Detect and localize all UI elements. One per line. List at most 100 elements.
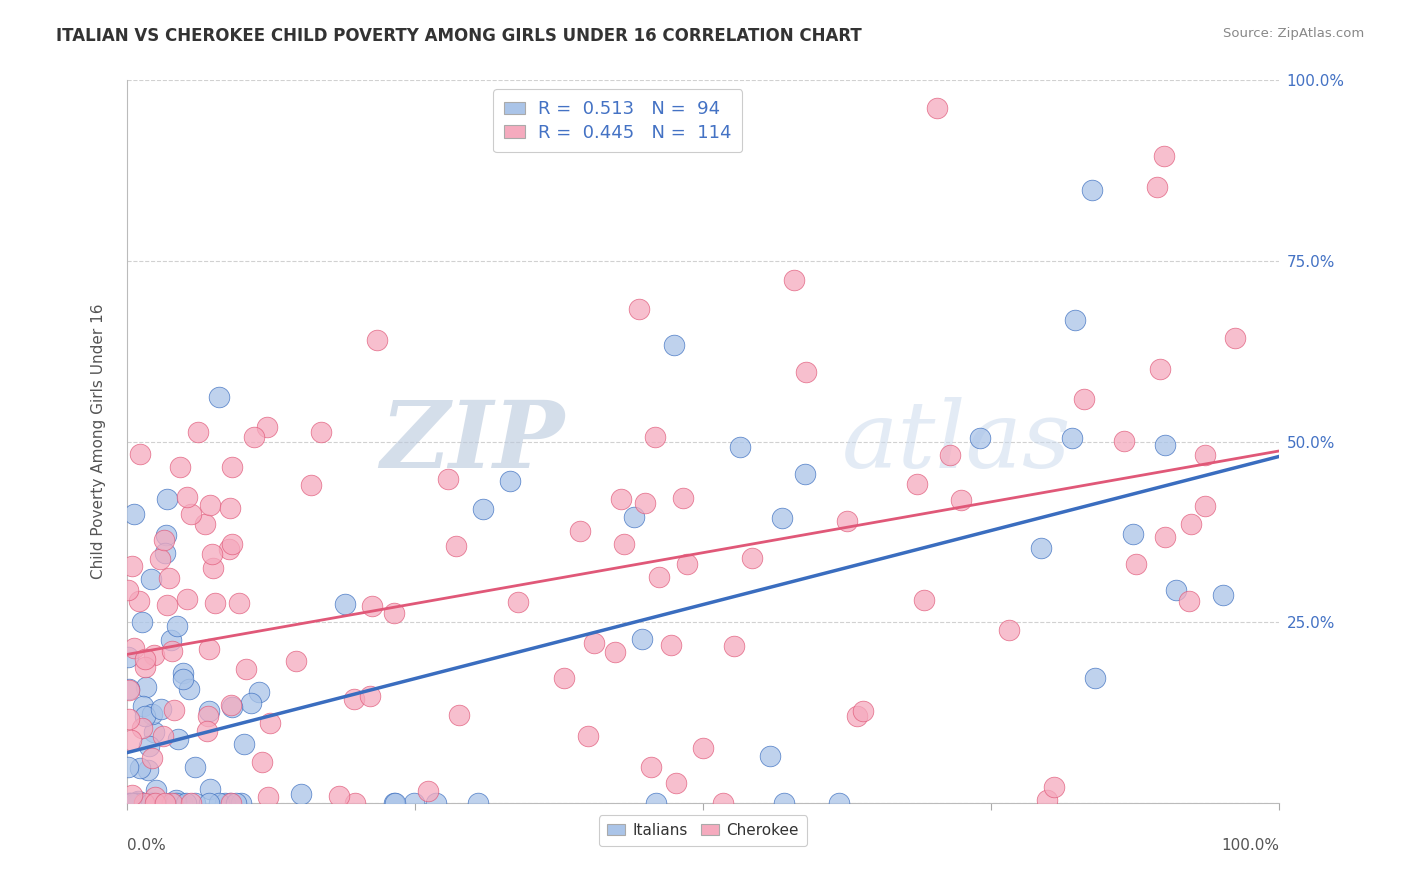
Point [155,528,177,542]
Point [152,729,174,743]
Point [631,632,654,646]
Point [143,724,166,739]
Point [1154,530,1177,544]
Point [235,662,257,676]
Point [359,690,381,704]
Point [444,539,467,553]
Point [219,501,242,516]
Point [198,499,221,513]
Point [134,708,156,723]
Point [197,709,219,723]
Point [794,365,817,379]
Point [846,709,869,723]
Point [794,467,817,481]
Point [692,740,714,755]
Point [143,789,166,804]
Point [117,760,139,774]
Point [309,425,332,440]
Text: Source: ZipAtlas.com: Source: ZipAtlas.com [1223,27,1364,40]
Point [214,796,236,810]
Point [1125,557,1147,571]
Point [576,730,599,744]
Point [1153,149,1175,163]
Point [675,557,697,571]
Point [333,597,356,611]
Point [198,796,221,810]
Point [1149,361,1171,376]
Point [384,606,406,620]
Point [153,546,176,560]
Point [122,640,145,655]
Point [148,796,170,810]
Point [124,796,146,810]
Point [225,796,247,810]
Point [129,446,152,460]
Point [131,615,153,629]
Point [645,796,668,810]
Point [1178,594,1201,608]
Point [118,683,141,698]
Point [167,796,190,810]
Point [290,787,312,801]
Point [127,796,149,810]
Point [553,671,575,685]
Point [1164,583,1187,598]
Point [194,517,217,532]
Point [250,755,273,769]
Point [163,703,186,717]
Legend: Italians, Cherokee: Italians, Cherokee [599,815,807,846]
Point [124,796,146,810]
Point [659,638,682,652]
Point [852,704,875,718]
Point [172,796,194,810]
Point [1031,541,1053,556]
Point [582,636,605,650]
Point [711,796,734,810]
Point [402,796,425,810]
Point [153,796,176,810]
Point [247,685,270,699]
Point [299,478,322,492]
Point [343,796,366,810]
Point [828,796,851,810]
Point [259,716,281,731]
Point [156,598,179,612]
Point [1060,431,1083,445]
Point [118,796,141,810]
Point [142,796,165,810]
Point [142,648,165,663]
Point [131,796,153,810]
Point [138,739,160,753]
Point [172,672,194,686]
Point [1073,392,1095,407]
Point [221,537,243,551]
Point [1146,179,1168,194]
Point [219,796,242,810]
Point [912,593,935,607]
Point [136,796,159,810]
Point [124,796,146,810]
Point [437,472,460,486]
Point [120,732,142,747]
Point [416,784,439,798]
Point [723,640,745,654]
Point [184,796,207,810]
Point [172,666,194,681]
Point [613,537,636,551]
Point [121,559,143,574]
Point [141,796,163,810]
Point [195,723,218,738]
Point [135,681,157,695]
Point [139,796,162,810]
Point [243,430,266,444]
Point [184,759,207,773]
Point [162,796,184,810]
Point [657,125,679,139]
Point [949,493,972,508]
Point [835,515,858,529]
Text: ZIP: ZIP [381,397,565,486]
Point [143,796,166,810]
Point [770,511,793,525]
Point [998,623,1021,637]
Point [1122,527,1144,541]
